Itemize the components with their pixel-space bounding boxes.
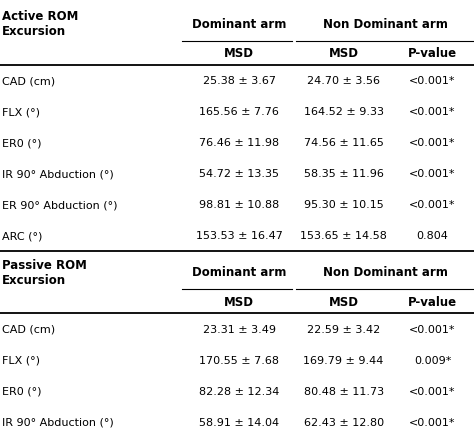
Text: 58.35 ± 11.96: 58.35 ± 11.96 xyxy=(304,169,383,179)
Text: 22.59 ± 3.42: 22.59 ± 3.42 xyxy=(307,324,380,334)
Text: <0.001*: <0.001* xyxy=(409,324,456,334)
Text: 25.38 ± 3.67: 25.38 ± 3.67 xyxy=(203,76,276,86)
Text: <0.001*: <0.001* xyxy=(409,386,456,396)
Text: 62.43 ± 12.80: 62.43 ± 12.80 xyxy=(303,417,384,427)
Text: IR 90° Abduction (°): IR 90° Abduction (°) xyxy=(2,417,114,427)
Text: Dominant arm: Dominant arm xyxy=(192,18,287,31)
Text: <0.001*: <0.001* xyxy=(409,107,456,117)
Text: Active ROM
Excursion: Active ROM Excursion xyxy=(2,10,79,38)
Text: <0.001*: <0.001* xyxy=(409,200,456,210)
Text: IR 90° Abduction (°): IR 90° Abduction (°) xyxy=(2,169,114,179)
Text: 74.56 ± 11.65: 74.56 ± 11.65 xyxy=(304,138,383,148)
Text: 58.91 ± 14.04: 58.91 ± 14.04 xyxy=(199,417,280,427)
Text: ER0 (°): ER0 (°) xyxy=(2,386,42,396)
Text: Non Dominant arm: Non Dominant arm xyxy=(323,18,447,31)
Text: 54.72 ± 13.35: 54.72 ± 13.35 xyxy=(200,169,279,179)
Text: <0.001*: <0.001* xyxy=(409,76,456,86)
Text: CAD (cm): CAD (cm) xyxy=(2,76,55,86)
Text: MSD: MSD xyxy=(328,47,359,60)
Text: <0.001*: <0.001* xyxy=(409,169,456,179)
Text: 165.56 ± 7.76: 165.56 ± 7.76 xyxy=(200,107,279,117)
Text: <0.001*: <0.001* xyxy=(409,138,456,148)
Text: FLX (°): FLX (°) xyxy=(2,107,40,117)
Text: MSD: MSD xyxy=(224,47,255,60)
Text: 76.46 ± 11.98: 76.46 ± 11.98 xyxy=(199,138,280,148)
Text: 153.53 ± 16.47: 153.53 ± 16.47 xyxy=(196,230,283,241)
Text: P-value: P-value xyxy=(408,295,457,308)
Text: 24.70 ± 3.56: 24.70 ± 3.56 xyxy=(307,76,380,86)
Text: ARC (°): ARC (°) xyxy=(2,230,43,241)
Text: 164.52 ± 9.33: 164.52 ± 9.33 xyxy=(304,107,383,117)
Text: 23.31 ± 3.49: 23.31 ± 3.49 xyxy=(203,324,276,334)
Text: Passive ROM
Excursion: Passive ROM Excursion xyxy=(2,258,87,286)
Text: 82.28 ± 12.34: 82.28 ± 12.34 xyxy=(199,386,280,396)
Text: Dominant arm: Dominant arm xyxy=(192,266,287,279)
Text: 98.81 ± 10.88: 98.81 ± 10.88 xyxy=(199,200,280,210)
Text: 170.55 ± 7.68: 170.55 ± 7.68 xyxy=(200,355,279,365)
Text: CAD (cm): CAD (cm) xyxy=(2,324,55,334)
Text: MSD: MSD xyxy=(328,295,359,308)
Text: P-value: P-value xyxy=(408,47,457,60)
Text: Non Dominant arm: Non Dominant arm xyxy=(323,266,447,279)
Text: ER 90° Abduction (°): ER 90° Abduction (°) xyxy=(2,200,118,210)
Text: 0.009*: 0.009* xyxy=(414,355,451,365)
Text: <0.001*: <0.001* xyxy=(409,417,456,427)
Text: 95.30 ± 10.15: 95.30 ± 10.15 xyxy=(304,200,383,210)
Text: FLX (°): FLX (°) xyxy=(2,355,40,365)
Text: MSD: MSD xyxy=(224,295,255,308)
Text: ER0 (°): ER0 (°) xyxy=(2,138,42,148)
Text: 0.804: 0.804 xyxy=(417,230,448,241)
Text: 80.48 ± 11.73: 80.48 ± 11.73 xyxy=(303,386,384,396)
Text: 153.65 ± 14.58: 153.65 ± 14.58 xyxy=(300,230,387,241)
Text: 169.79 ± 9.44: 169.79 ± 9.44 xyxy=(303,355,384,365)
